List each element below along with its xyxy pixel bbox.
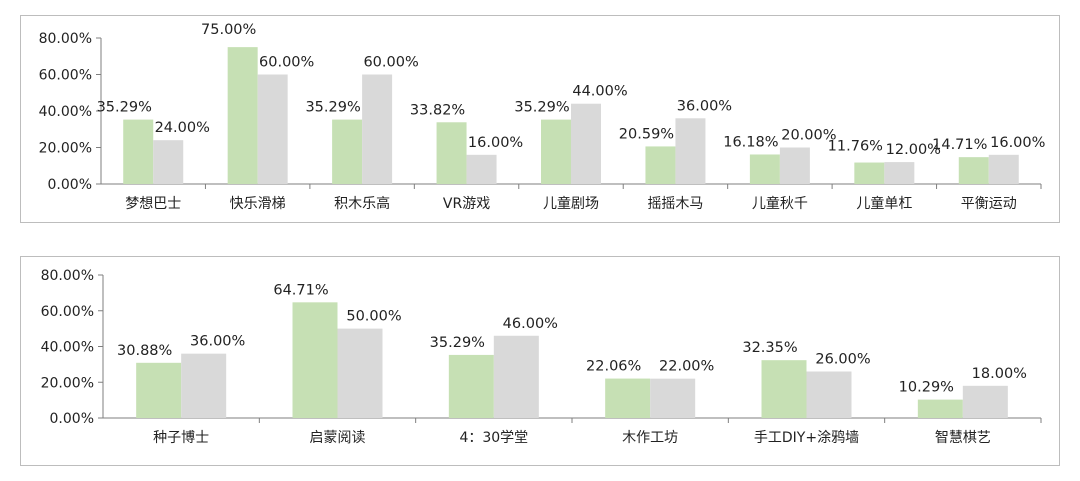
y-tick-label: 60.00%: [41, 304, 94, 320]
x-category-label: 摇摇木马: [647, 196, 703, 212]
y-tick-label: 20.00%: [39, 141, 92, 157]
data-label-series-a: 16.18%: [723, 134, 778, 150]
data-label-series-b: 60.00%: [363, 55, 418, 71]
data-label-series-b: 16.00%: [990, 135, 1045, 151]
data-label-series-a: 35.29%: [97, 100, 152, 116]
bar-series-a: [227, 47, 258, 184]
x-category-label: 种子博士: [153, 429, 209, 446]
data-label-series-b: 50.00%: [346, 309, 401, 325]
data-label-series-a: 32.35%: [742, 340, 797, 356]
data-label-series-b: 12.00%: [886, 142, 941, 158]
data-label-series-a: 33.82%: [410, 102, 465, 118]
bar-series-a: [645, 146, 676, 184]
data-label-series-a: 35.29%: [305, 100, 360, 116]
y-tick-label: 80.00%: [41, 268, 94, 284]
bar-series-b: [337, 328, 383, 418]
data-label-series-a: 11.76%: [828, 139, 883, 155]
bar-series-a: [448, 354, 494, 418]
y-tick-label: 40.00%: [39, 104, 92, 120]
x-category-label: 积木乐高: [334, 195, 390, 212]
x-category-label: 启蒙阅读: [310, 429, 366, 446]
bar-series-a: [332, 119, 363, 184]
y-tick-label: 40.00%: [41, 340, 94, 356]
bar-series-a: [605, 378, 651, 418]
data-label-series-b: 20.00%: [781, 128, 836, 144]
bar-series-b: [466, 154, 497, 184]
bar-chart-bottom: 80.00% 60.00% 40.00% 20.00% 0.00% 30.88% 36.00…: [41, 268, 1042, 446]
bar-series-b: [779, 147, 810, 184]
data-label-series-a: 14.71%: [932, 137, 987, 153]
data-label-series-b: 44.00%: [572, 84, 627, 100]
bar-series-b: [181, 353, 227, 418]
data-label-series-a: 64.71%: [273, 282, 328, 298]
data-label-series-a: 35.29%: [514, 100, 569, 116]
bar-series-b: [650, 378, 696, 418]
data-label-series-b: 60.00%: [259, 55, 314, 71]
bar-series-b: [571, 103, 601, 184]
data-label-series-b: 26.00%: [815, 352, 870, 368]
y-tick-label: 60.00%: [39, 68, 92, 84]
data-label-series-b: 22.00%: [659, 359, 714, 375]
y-tick-label: 20.00%: [41, 375, 94, 391]
bar-series-a: [917, 399, 963, 418]
x-category-label: VR游戏: [443, 196, 490, 212]
chart-panel-top: 80.00% 60.00% 40.00% 20.00% 0.00% 35.29% 24.00…: [20, 15, 1060, 223]
x-category-label: 4：30学堂: [459, 430, 528, 446]
data-label-series-b: 24.00%: [155, 120, 210, 136]
bar-series-a: [854, 162, 885, 184]
data-label-series-b: 16.00%: [468, 135, 523, 151]
data-label-series-a: 30.88%: [117, 343, 172, 359]
x-category-label: 儿童单杠: [856, 195, 912, 212]
bar-series-b: [257, 74, 288, 184]
bar-series-b: [493, 335, 539, 418]
bar-series-b: [362, 74, 393, 184]
bar-series-a: [436, 122, 467, 184]
x-category-label: 儿童秋千: [752, 195, 808, 212]
data-label-series-b: 36.00%: [677, 98, 732, 114]
data-label-series-a: 22.06%: [586, 359, 641, 375]
bar-series-b: [884, 162, 915, 184]
data-label-series-b: 18.00%: [972, 366, 1027, 382]
data-label-series-b: 36.00%: [190, 334, 245, 350]
data-label-series-a: 10.29%: [899, 380, 954, 396]
y-tick-label: 0.00%: [48, 177, 92, 193]
bar-series-b: [153, 140, 184, 184]
x-category-label: 快乐滑梯: [230, 195, 286, 212]
bar-series-b: [988, 154, 1019, 184]
bar-series-b: [806, 371, 852, 418]
bar-chart-top: 80.00%60.00%40.00%20.00%0.00%35.29%24.00…: [39, 22, 1046, 212]
x-category-label: 木作工坊: [622, 430, 678, 446]
bar-series-a: [541, 119, 571, 184]
x-category-label: 手工DIY+涂鸦墙: [754, 429, 859, 446]
data-label-series-a: 75.00%: [201, 22, 256, 38]
bar-series-a: [123, 119, 154, 184]
x-category-label: 智慧棋艺: [935, 430, 991, 446]
bar-series-a: [749, 154, 780, 184]
bar-series-b: [675, 118, 706, 184]
bar-series-a: [958, 157, 989, 184]
bar-series-b: [962, 385, 1008, 418]
data-label-series-a: 35.29%: [430, 335, 485, 351]
data-label-series-b: 46.00%: [503, 316, 558, 332]
y-tick-label: 80.00%: [39, 31, 92, 47]
data-label-series-a: 20.59%: [619, 126, 674, 142]
x-category-label: 梦想巴士: [125, 196, 181, 212]
y-tick-label: 0.00%: [50, 411, 94, 427]
bar-series-a: [292, 302, 338, 418]
x-category-label: 平衡运动: [961, 196, 1017, 212]
chart-panel-bottom: 80.00% 60.00% 40.00% 20.00% 0.00% 30.88% 36.00…: [20, 256, 1060, 466]
bar-series-a: [136, 362, 182, 418]
x-category-label: 儿童剧场: [543, 195, 599, 212]
bar-series-a: [761, 360, 807, 418]
